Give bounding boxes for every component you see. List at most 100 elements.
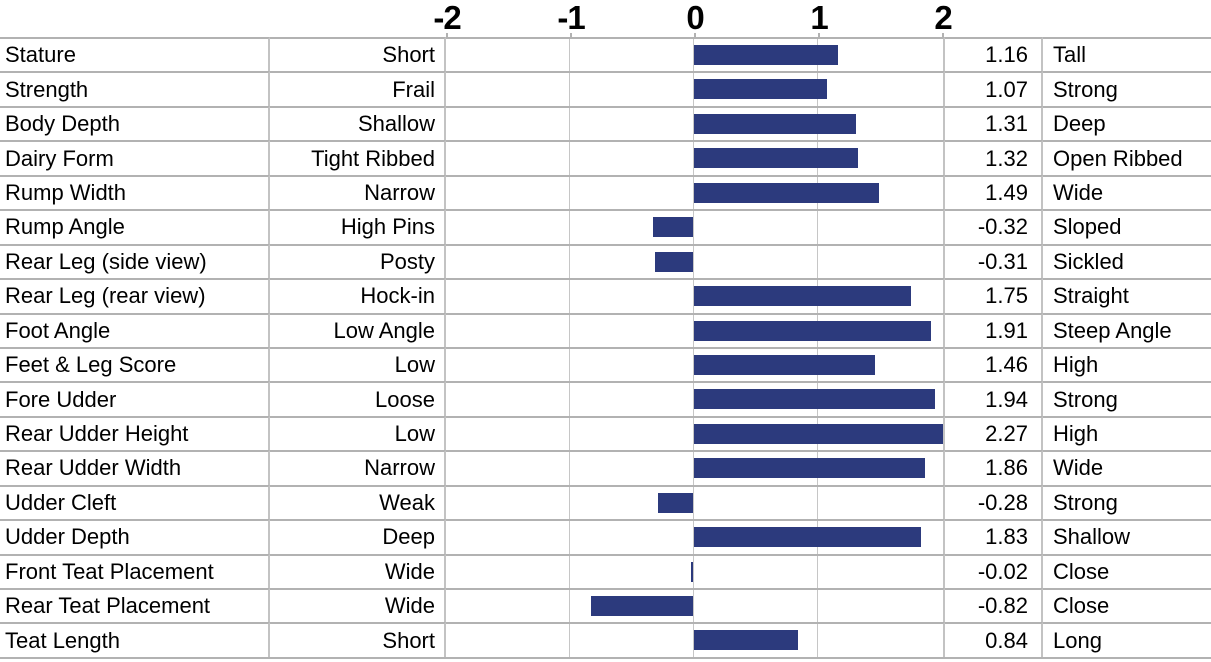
chart-gridline [569,176,570,210]
trait-name: Rump Width [0,174,270,210]
trait-value: 1.46 [945,346,1043,382]
sta-bar [690,561,693,582]
sta-bar [653,217,693,238]
bar-cell [446,37,945,72]
low-descriptor-label: Wide [270,588,446,623]
low-descriptor-label: Hock-in [270,278,446,313]
chart-gridline [569,452,570,485]
chart-gridline [817,486,818,520]
high-descriptor-label: Wide [1043,450,1211,485]
low-descriptor-label: Posty [270,243,446,279]
sta-bar [694,389,935,410]
trait-name: Strength [0,71,270,106]
low-descriptor-label: High Pins [270,209,446,244]
bar-cell [446,243,945,279]
bar-cell [446,519,945,554]
trait-value: 2.27 [945,415,1043,451]
chart-gridline [569,280,570,313]
chart-gridline [569,590,570,623]
bar-cell [446,415,945,451]
chart-gridline [693,39,694,72]
trait-name: Rear Teat Placement [0,588,270,623]
trait-name: Udder Depth [0,519,270,554]
trait-value: -0.02 [945,553,1043,588]
chart-gridline [693,107,694,141]
low-descriptor-label: Frail [270,71,446,106]
bar-cell [446,174,945,210]
trait-name: Rump Angle [0,209,270,244]
sta-bar [658,492,693,513]
high-descriptor-label: Steep Angle [1043,312,1211,347]
trait-value: 0.84 [945,622,1043,657]
sta-bar [694,113,857,134]
chart-gridline [693,624,694,657]
low-descriptor-label: Short [270,37,446,72]
trait-name: Foot Angle [0,312,270,347]
bar-cell [446,346,945,382]
chart-gridline [569,211,570,244]
trait-value: -0.82 [945,588,1043,623]
high-descriptor-label: Open Ribbed [1043,140,1211,175]
chart-gridline [569,417,570,451]
low-descriptor-label: Weak [270,484,446,520]
trait-name: Rear Udder Width [0,450,270,485]
chart-gridline [693,176,694,210]
sta-bar [694,45,838,65]
trait-name: Stature [0,37,270,72]
bar-cell [446,484,945,520]
trait-name: Teat Length [0,622,270,657]
bar-cell [446,622,945,657]
low-descriptor-label: Deep [270,519,446,554]
trait-value: -0.28 [945,484,1043,520]
bar-cell [446,71,945,106]
chart-gridline [693,555,694,588]
axis-tick-label: 1 [810,0,828,36]
chart-gridline [569,142,570,175]
chart-gridline [569,486,570,520]
chart-gridline [693,383,694,416]
high-descriptor-label: Close [1043,553,1211,588]
axis-tick-label: -2 [433,0,461,36]
chart-gridline [817,555,818,588]
chart-gridline [693,452,694,485]
high-descriptor-label: Close [1043,588,1211,623]
trait-value: 1.83 [945,519,1043,554]
chart-gridline [569,314,570,347]
chart-gridline [569,39,570,72]
chart-gridline [693,348,694,382]
trait-table: Stature Short 1.16 Tall Strength Frail 1.07 Str… [0,37,1211,659]
sta-bar [694,320,931,341]
trait-value: 1.94 [945,381,1043,416]
low-descriptor-label: Low [270,346,446,382]
low-descriptor-label: Narrow [270,450,446,485]
axis-header: -2 -1 0 1 2 [0,0,1211,42]
sta-bar [694,527,921,548]
chart-gridline [817,624,818,657]
sta-bar [694,182,879,203]
chart-gridline [693,521,694,554]
trait-value: 1.31 [945,105,1043,141]
high-descriptor-label: Long [1043,622,1211,657]
trait-value: 1.86 [945,450,1043,485]
low-descriptor-label: Low [270,415,446,451]
trait-value: 1.49 [945,174,1043,210]
chart-gridline [569,383,570,416]
high-descriptor-label: Sloped [1043,209,1211,244]
high-descriptor-label: Tall [1043,37,1211,72]
chart-gridline [693,417,694,451]
sta-bar [694,79,827,100]
trait-name: Udder Cleft [0,484,270,520]
trait-name: Rear Leg (rear view) [0,278,270,313]
trait-name: Feet & Leg Score [0,346,270,382]
sta-bar [654,251,693,272]
chart-gridline [693,211,694,244]
chart-gridline [693,590,694,623]
trait-name: Fore Udder [0,381,270,416]
chart-gridline [569,348,570,382]
trait-value: 1.32 [945,140,1043,175]
chart-gridline [817,211,818,244]
chart-gridline [569,555,570,588]
chart-gridline [693,142,694,175]
high-descriptor-label: Strong [1043,71,1211,106]
